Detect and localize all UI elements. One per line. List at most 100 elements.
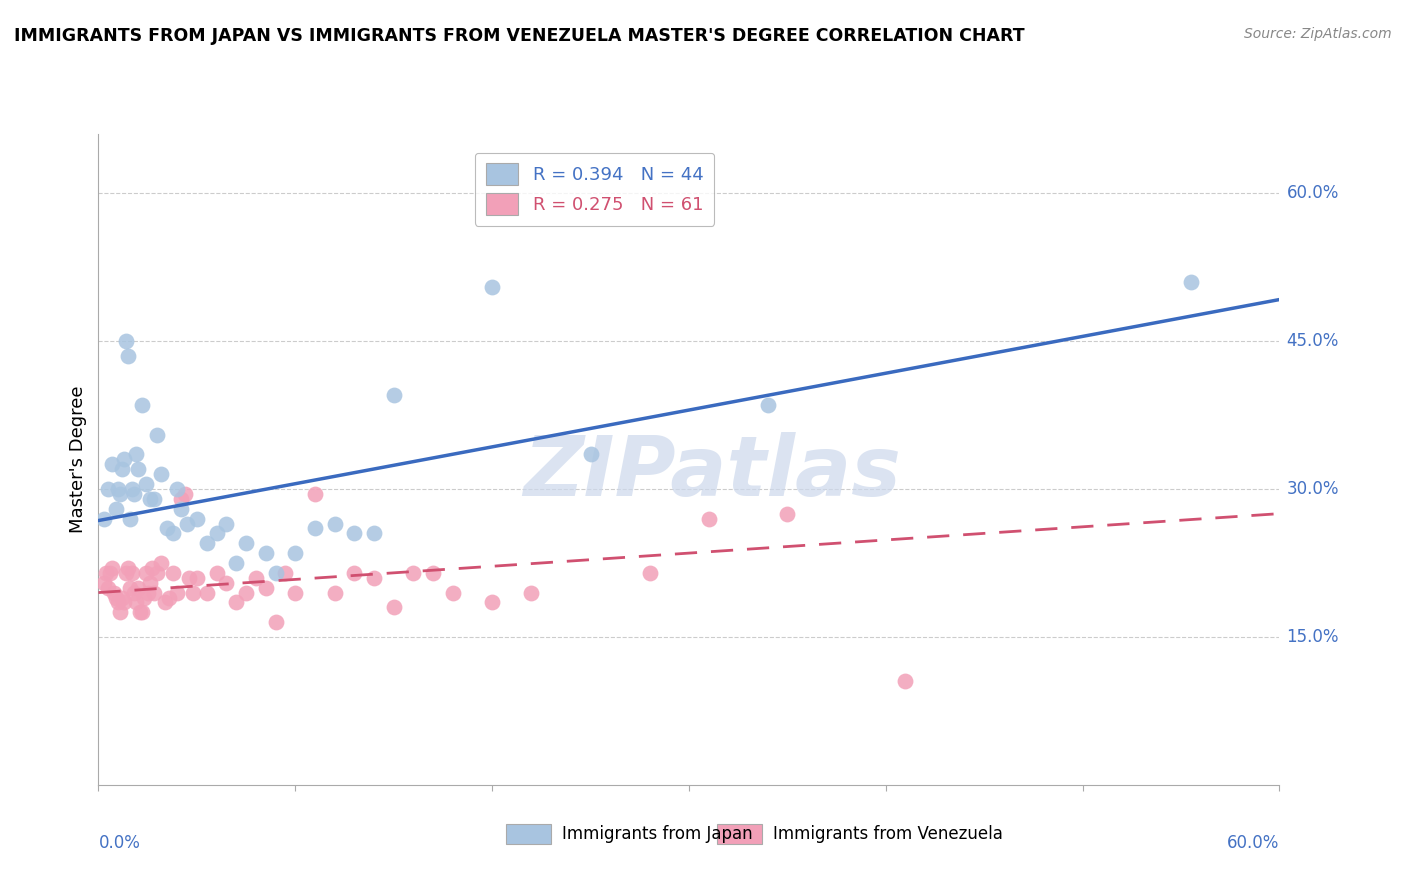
Point bbox=[176, 516, 198, 531]
Point bbox=[131, 398, 153, 412]
Point bbox=[186, 571, 208, 585]
Point bbox=[98, 566, 121, 580]
Point bbox=[111, 591, 134, 605]
Point bbox=[162, 526, 184, 541]
Text: 45.0%: 45.0% bbox=[1286, 332, 1339, 350]
Point bbox=[142, 491, 165, 506]
Point bbox=[304, 487, 326, 501]
Point bbox=[125, 447, 148, 461]
Point bbox=[1180, 275, 1202, 289]
Point bbox=[101, 458, 124, 472]
Point bbox=[225, 595, 247, 609]
Point bbox=[382, 600, 405, 615]
Point bbox=[108, 487, 131, 501]
Point bbox=[118, 581, 141, 595]
Point bbox=[481, 279, 503, 293]
Point bbox=[254, 581, 277, 595]
Point bbox=[579, 447, 602, 461]
Point bbox=[122, 585, 145, 599]
Point bbox=[481, 595, 503, 609]
Point bbox=[235, 536, 257, 550]
Point bbox=[115, 334, 138, 348]
Point bbox=[245, 571, 267, 585]
Point bbox=[146, 566, 169, 580]
Point bbox=[284, 546, 307, 560]
Point bbox=[304, 521, 326, 535]
Point bbox=[205, 526, 228, 541]
Point bbox=[235, 585, 257, 599]
Text: 0.0%: 0.0% bbox=[98, 834, 141, 852]
Point bbox=[166, 585, 188, 599]
Point bbox=[441, 585, 464, 599]
Text: 15.0%: 15.0% bbox=[1286, 628, 1339, 646]
Text: ZIPatlas: ZIPatlas bbox=[523, 432, 901, 513]
Point bbox=[135, 566, 157, 580]
Point bbox=[254, 546, 277, 560]
Point bbox=[112, 452, 135, 467]
Point bbox=[127, 462, 149, 476]
Point bbox=[105, 591, 128, 605]
Text: 30.0%: 30.0% bbox=[1286, 480, 1339, 498]
Point bbox=[156, 521, 179, 535]
Point bbox=[363, 526, 385, 541]
Point bbox=[186, 511, 208, 525]
Legend: R = 0.394   N = 44, R = 0.275   N = 61: R = 0.394 N = 44, R = 0.275 N = 61 bbox=[475, 153, 714, 226]
Point bbox=[166, 482, 188, 496]
Point bbox=[343, 566, 366, 580]
Point bbox=[107, 595, 129, 609]
Point bbox=[111, 462, 134, 476]
Text: 60.0%: 60.0% bbox=[1227, 834, 1279, 852]
Point bbox=[363, 571, 385, 585]
Point bbox=[323, 516, 346, 531]
Point bbox=[157, 591, 180, 605]
Point bbox=[146, 427, 169, 442]
Point bbox=[422, 566, 444, 580]
Point bbox=[274, 566, 297, 580]
Point bbox=[96, 566, 118, 580]
Point bbox=[138, 575, 160, 590]
Point bbox=[195, 585, 218, 599]
Point bbox=[135, 477, 157, 491]
Point bbox=[264, 566, 287, 580]
Point bbox=[117, 349, 139, 363]
Point bbox=[125, 595, 148, 609]
Point bbox=[181, 585, 204, 599]
Point bbox=[141, 561, 163, 575]
Point bbox=[93, 575, 115, 590]
Text: Immigrants from Venezuela: Immigrants from Venezuela bbox=[773, 825, 1002, 843]
Point bbox=[177, 571, 200, 585]
Point bbox=[150, 556, 173, 570]
Point bbox=[264, 615, 287, 630]
Point bbox=[105, 501, 128, 516]
Point bbox=[776, 507, 799, 521]
Point bbox=[697, 511, 720, 525]
Point bbox=[97, 482, 120, 496]
Point bbox=[97, 581, 120, 595]
Point bbox=[142, 585, 165, 599]
Text: 60.0%: 60.0% bbox=[1286, 184, 1339, 202]
Point bbox=[103, 585, 125, 599]
Point bbox=[107, 482, 129, 496]
Point bbox=[115, 566, 138, 580]
Point bbox=[121, 566, 143, 580]
Point bbox=[117, 561, 139, 575]
Text: Source: ZipAtlas.com: Source: ZipAtlas.com bbox=[1244, 27, 1392, 41]
Point bbox=[132, 591, 155, 605]
Point bbox=[215, 575, 238, 590]
Point bbox=[136, 585, 159, 599]
Point bbox=[894, 674, 917, 689]
Point bbox=[343, 526, 366, 541]
Point bbox=[101, 561, 124, 575]
Point bbox=[155, 595, 177, 609]
Point bbox=[638, 566, 661, 580]
Point bbox=[93, 511, 115, 525]
Point bbox=[284, 585, 307, 599]
Point bbox=[323, 585, 346, 599]
Point bbox=[150, 467, 173, 482]
Point bbox=[215, 516, 238, 531]
Point bbox=[127, 581, 149, 595]
Point bbox=[520, 585, 543, 599]
Point bbox=[121, 482, 143, 496]
Point bbox=[205, 566, 228, 580]
Point bbox=[170, 491, 193, 506]
